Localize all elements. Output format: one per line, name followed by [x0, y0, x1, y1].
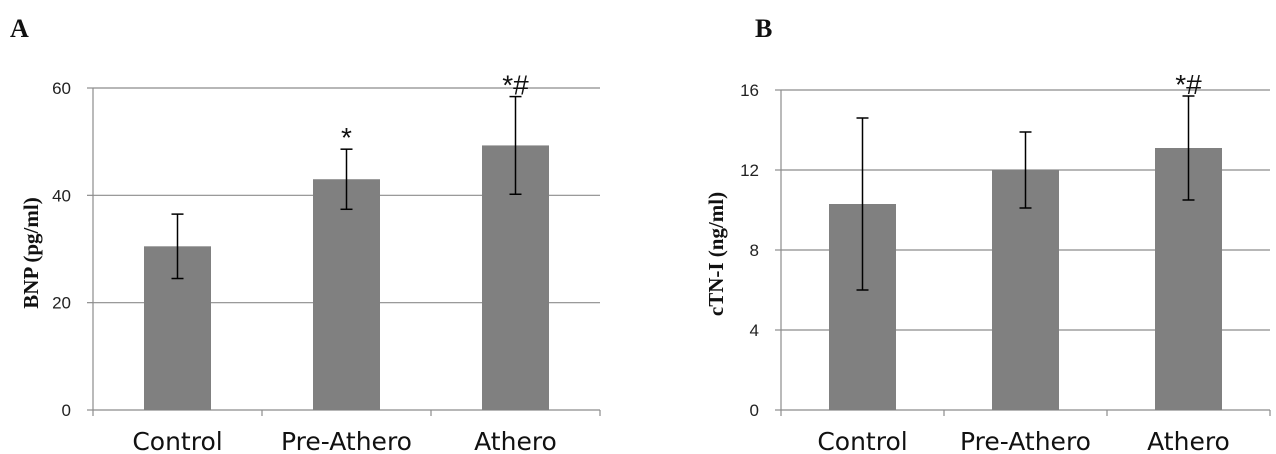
category-label-b-2: Athero: [1147, 427, 1230, 454]
y-tick-label-a-1: 20: [52, 294, 71, 313]
category-label-a-2: Athero: [474, 427, 557, 454]
category-label-a-1: Pre-Athero: [281, 427, 412, 454]
panel-label-b: B: [755, 14, 773, 43]
y-tick-label-b-0: 0: [750, 401, 759, 420]
y-tick-label-b-3: 12: [740, 161, 759, 180]
significance-label-b-2: *#: [1175, 69, 1202, 100]
significance-label-a-2: *#: [502, 70, 529, 101]
y-tick-label-b-4: 16: [740, 81, 759, 100]
y-tick-label-a-3: 60: [52, 79, 71, 98]
category-label-b-0: Control: [817, 427, 907, 454]
y-tick-label-b-1: 4: [750, 321, 759, 340]
significance-label-a-1: *: [341, 122, 352, 153]
bar-a-1: [313, 179, 380, 410]
y-tick-label-a-2: 40: [52, 186, 71, 205]
bar-b-1: [992, 170, 1059, 410]
y-tick-label-b-2: 8: [750, 241, 759, 260]
panel-label-a: A: [10, 14, 29, 43]
category-label-a-0: Control: [132, 427, 222, 454]
category-label-b-1: Pre-Athero: [960, 427, 1091, 454]
y-tick-label-a-0: 0: [62, 401, 71, 420]
y-axis-title-b: cTN-I (ng/ml): [704, 192, 728, 316]
y-axis-title-a: BNP (pg/ml): [19, 197, 43, 308]
